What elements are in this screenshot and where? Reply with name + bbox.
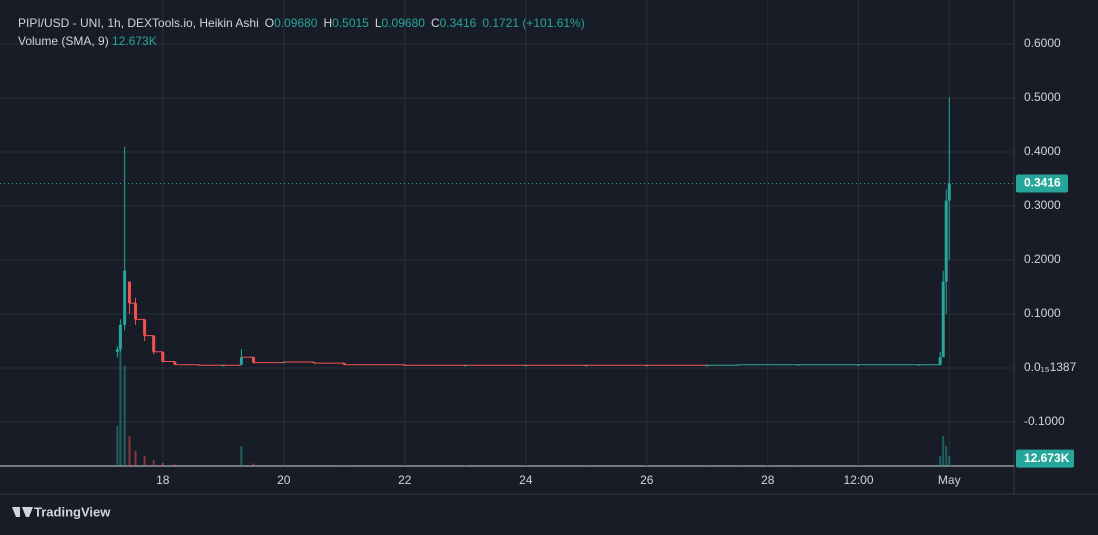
candle-body xyxy=(941,281,945,358)
volume-bar xyxy=(240,446,243,466)
y-tick-label: 0.3000 xyxy=(1024,198,1061,212)
volume-bar xyxy=(706,465,709,466)
volume-bar xyxy=(134,451,137,466)
x-tick-label: 18 xyxy=(156,473,170,487)
volume-bar xyxy=(173,464,176,466)
volume-bar xyxy=(252,463,255,466)
y-tick-label: 0.4000 xyxy=(1024,144,1061,158)
volume-bar xyxy=(198,465,201,466)
x-tick-label: 28 xyxy=(761,473,775,487)
legend-label: L xyxy=(375,16,382,30)
volume-legend-value: 12.673K xyxy=(112,34,157,48)
footer-brand[interactable]: TradingView xyxy=(34,504,111,519)
volume-bar xyxy=(403,465,406,466)
volume-bar xyxy=(948,456,951,466)
volume-sma-tag xyxy=(1016,449,1074,468)
volume-bar xyxy=(857,465,860,466)
volume-bar xyxy=(222,465,225,466)
candle-body xyxy=(143,319,147,336)
volume-bar xyxy=(123,366,126,466)
candle-body xyxy=(239,357,243,365)
volume-bar xyxy=(116,426,119,466)
legend-label: C xyxy=(431,16,440,30)
y-tick-label: 0.1000 xyxy=(1024,306,1061,320)
volume-bar xyxy=(945,446,948,466)
volume-legend-title: Volume (SMA, 9) xyxy=(18,34,109,48)
candle-body xyxy=(118,324,122,350)
legend-label: H xyxy=(323,16,332,30)
candle-body xyxy=(152,335,156,352)
volume-bar xyxy=(128,436,131,466)
candle-body xyxy=(127,281,131,304)
y-tick-label: 0.2000 xyxy=(1024,252,1061,266)
volume-bar xyxy=(464,465,467,466)
x-tick-label: 22 xyxy=(398,473,412,487)
candle-body xyxy=(115,349,119,352)
volume-bar xyxy=(645,465,648,466)
x-tick-label: 26 xyxy=(640,473,654,487)
x-tick-label: 20 xyxy=(277,473,291,487)
x-tick-label: 24 xyxy=(519,473,533,487)
volume-bar xyxy=(282,464,285,466)
y-tick-label: 0.0₁₅1387 xyxy=(1024,360,1077,374)
candle-body xyxy=(252,357,255,363)
last-price-label: 0.3416 xyxy=(1024,176,1061,190)
legend-value: 0.5015 xyxy=(332,16,369,30)
candle-body xyxy=(134,303,138,320)
volume-bar xyxy=(939,456,942,466)
volume-bar xyxy=(524,465,527,466)
volume-bar xyxy=(343,465,346,466)
candle-body xyxy=(938,357,942,365)
candle-body xyxy=(944,200,948,282)
volume-bar xyxy=(313,465,316,466)
volume-bar xyxy=(942,436,945,466)
volume-bar xyxy=(161,463,164,466)
legend-title: PIPI/USD - UNI, 1h, DEXTools.io, Heikin … xyxy=(18,16,259,30)
legend-value: 0.09680 xyxy=(274,16,318,30)
volume-bar xyxy=(152,460,155,466)
x-tick-label: May xyxy=(938,473,961,487)
legend: PIPI/USD - UNI, 1h, DEXTools.io, Heikin … xyxy=(18,16,585,30)
legend-change: 0.1721 (+101.61%) xyxy=(482,16,584,30)
y-tick-label: 0.6000 xyxy=(1024,36,1061,50)
candle-body xyxy=(161,351,165,362)
logo[interactable] xyxy=(12,507,33,517)
legend-value: 0.09680 xyxy=(382,16,426,30)
candle-body xyxy=(312,362,316,364)
y-tick-label: -0.1000 xyxy=(1024,414,1065,428)
volume-bar xyxy=(119,345,122,466)
volume-bar xyxy=(585,465,588,466)
volume-sma-label: 12.673K xyxy=(1024,451,1070,465)
volume-bar xyxy=(797,465,800,466)
y-tick-label: 0.5000 xyxy=(1024,90,1061,104)
candle-body xyxy=(173,361,177,365)
volume-bar xyxy=(143,456,146,466)
candle-body xyxy=(342,363,346,365)
last-price-tag xyxy=(1016,174,1068,193)
plot: 0.6000 0.5000 0.4000 0.3000 0.2000 0.1000 0.0₁… xyxy=(0,0,1077,487)
volume-bar xyxy=(736,465,739,466)
x-tick-label: 12:00 xyxy=(843,473,873,487)
legend-value: 0.3416 xyxy=(440,16,477,30)
volume-bar xyxy=(918,465,921,466)
candle-body xyxy=(123,270,127,325)
legend-label: O xyxy=(265,16,274,30)
candle-body xyxy=(947,183,951,201)
